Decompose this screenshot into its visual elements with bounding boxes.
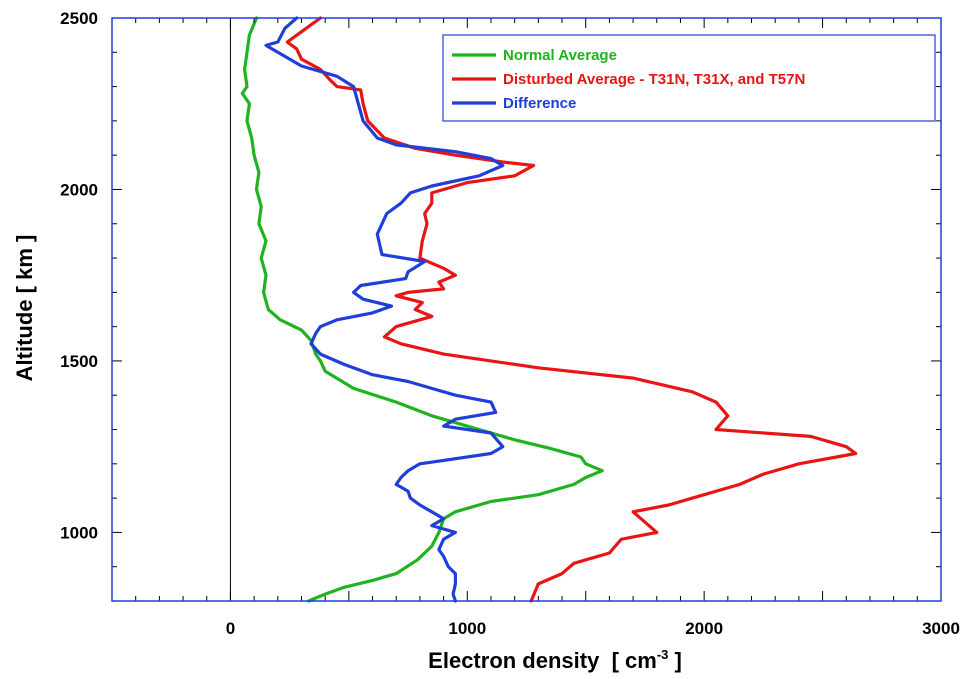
x-tick-label: 0 bbox=[226, 619, 235, 638]
y-tick-label: 1000 bbox=[60, 523, 98, 542]
x-axis-title: Electron density [ cm-3 ] bbox=[428, 647, 682, 673]
y-tick-label: 2500 bbox=[60, 9, 98, 28]
tick-labels: 0 1000 2000 3000 1000 1500 2000 2500 bbox=[60, 9, 960, 638]
axis-ticks bbox=[112, 18, 942, 601]
x-axis-title-main: Electron density bbox=[428, 648, 600, 673]
legend-box bbox=[442, 34, 936, 122]
x-axis-unit-suffix: ] bbox=[668, 648, 681, 673]
series-line-3 bbox=[264, 16, 505, 603]
x-tick-label: 1000 bbox=[448, 619, 486, 638]
x-tick-label: 2000 bbox=[685, 619, 723, 638]
y-axis-title: Altitude [ km ] bbox=[12, 235, 37, 382]
plot-frame bbox=[111, 17, 942, 602]
x-axis-unit-prefix: [ cm bbox=[612, 648, 657, 673]
x-tick-label: 3000 bbox=[922, 619, 960, 638]
legend-items: Normal Average Disturbed Average - T31N, … bbox=[452, 47, 805, 112]
series-group bbox=[240, 16, 858, 603]
y-tick-label: 1500 bbox=[60, 352, 98, 371]
x-axis-unit-exponent: -3 bbox=[657, 647, 669, 662]
legend-label-1: Normal Average bbox=[503, 47, 617, 64]
legend-label-3: Difference bbox=[503, 95, 576, 112]
x-axis-title-spacer bbox=[599, 648, 611, 673]
series-line-2 bbox=[285, 16, 858, 603]
y-tick-label: 2000 bbox=[60, 180, 98, 199]
legend: Normal Average Disturbed Average - T31N, … bbox=[442, 34, 936, 122]
legend-label-2: Disturbed Average - T31N, T31X, and T57N bbox=[503, 71, 805, 88]
